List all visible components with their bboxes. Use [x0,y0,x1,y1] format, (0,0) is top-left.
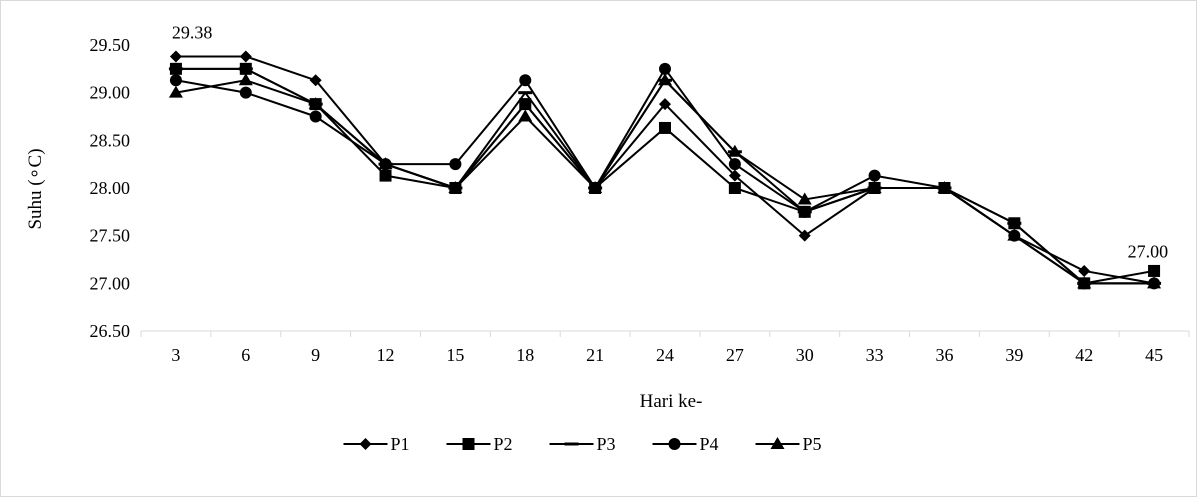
data-point-p5 [867,181,882,193]
x-tick-label: 45 [1145,345,1163,365]
data-point-p4 [659,62,671,75]
x-tick-label: 18 [516,345,534,365]
series-line-p5 [175,79,1155,285]
x-tick-label: 33 [866,345,884,365]
legend-item-p1: P1 [343,434,410,454]
legend-marker-p2 [462,438,475,450]
y-tick-label: 27.00 [90,273,131,293]
series-p2 [169,62,1161,290]
legend-label: P4 [700,434,719,454]
data-point-p1 [728,169,741,182]
legend-item-p2: P2 [446,434,513,454]
data-point-p4 [449,158,462,171]
x-tick-label: 39 [1005,345,1023,365]
data-point-p5 [1007,228,1022,241]
data-point-p5 [588,181,603,193]
data-point-p1 [239,50,252,63]
data-point-p5 [518,109,533,122]
data-point-p1 [1078,264,1091,277]
data-point-p4 [868,169,881,182]
series-line-p1 [175,55,1155,285]
data-point-p5 [937,181,952,193]
y-tick-label: 28.00 [90,178,131,198]
legend-marker-p5 [770,437,785,449]
data-label: 27.00 [1128,241,1169,261]
data-point-p5 [378,157,393,170]
data-point-p5 [658,73,672,86]
data-point-p1 [798,229,811,242]
x-tick-label: 27 [726,345,744,365]
data-point-p1 [309,74,322,87]
data-point-p4 [169,74,182,87]
data-point-p1 [169,50,182,63]
x-tick-label: 42 [1075,345,1093,365]
y-tick-label: 28.50 [90,130,131,150]
data-point-p5 [727,144,742,157]
data-point-p4 [239,86,252,99]
data-labels: 29.38 27.00 [172,22,1168,261]
data-point-p4 [728,158,741,171]
data-point-p5 [448,181,463,193]
y-tick-label: 29.00 [90,83,131,103]
series-layer [168,50,1162,290]
data-point-p4 [519,74,532,87]
x-tick-label: 12 [377,345,395,365]
data-point-p2 [659,121,671,134]
y-axis-title: Suhu (∘C) [25,148,46,229]
data-point-p5 [797,192,812,205]
y-tick-label: 26.50 [90,321,131,341]
x-axis-title: Hari ke- [640,391,703,412]
x-tick-label: 6 [241,345,250,365]
legend-label: P5 [803,434,822,454]
data-point-p2 [519,98,532,111]
data-point-p4 [798,205,811,218]
data-point-p5 [1077,276,1092,289]
legend-marker-p4 [668,438,681,450]
y-axis-ticks: 26.50 27.00 27.50 28.00 28.50 29.00 29.50 [90,35,131,341]
x-tick-label: 21 [586,345,604,365]
legend-item-p5: P5 [755,434,822,454]
data-point-p5 [308,97,323,110]
y-tick-label: 29.50 [90,35,131,55]
legend-label: P3 [597,434,616,454]
y-tick-label: 27.50 [90,226,131,246]
data-point-p5 [168,85,183,98]
series-p5 [168,73,1162,289]
legend: P1 P2 P3 P4 P5 [343,434,822,454]
x-tick-label: 30 [796,345,814,365]
data-point-p5 [238,73,253,86]
data-point-p2 [379,169,392,182]
data-point-p2 [1148,264,1161,277]
legend-item-p3: P3 [549,434,616,454]
legend-item-p4: P4 [652,434,719,454]
legend-label: P2 [494,434,513,454]
data-point-p5 [1147,276,1162,289]
x-axis: 3 6 9 12 15 18 21 24 27 30 33 36 39 42 45 [140,330,1190,365]
x-tick-label: 24 [656,345,674,365]
legend-label: P1 [391,434,410,454]
x-tick-label: 15 [446,345,464,365]
series-p4 [169,62,1161,290]
data-point-p1 [659,98,671,111]
x-tick-label: 3 [171,345,180,365]
legend-marker-p1 [359,438,372,450]
data-point-p2 [728,182,741,194]
data-label: 29.38 [172,22,213,42]
x-tick-label: 36 [935,345,953,365]
series-p1 [169,50,1161,290]
data-point-p4 [309,110,322,123]
x-tick-label: 9 [311,345,320,365]
